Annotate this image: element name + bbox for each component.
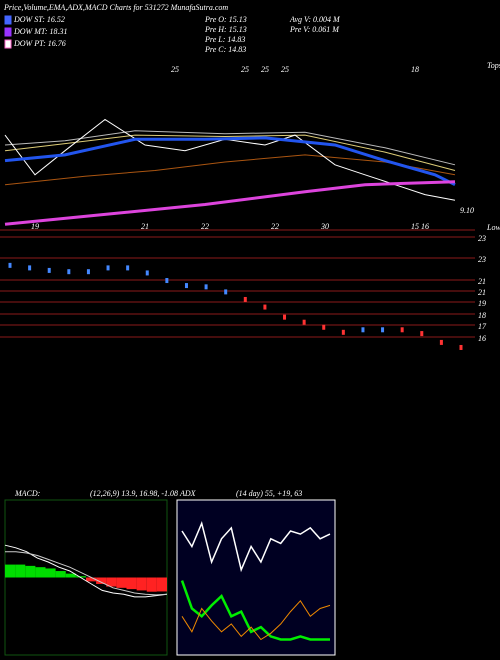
histogram-bar: [106, 577, 117, 587]
series-line: [5, 551, 168, 596]
candle: [361, 327, 365, 333]
x2-tick-label: 25: [281, 65, 289, 74]
histogram-bar: [35, 567, 46, 578]
page-title: Price,Volume,EMA,ADX,MACD Charts for 531…: [3, 3, 228, 12]
histogram-bar: [86, 577, 97, 582]
x2-tick-label: 25: [241, 65, 249, 74]
info-text: Pre V: 0.061 M: [289, 25, 340, 34]
series-line: [4, 544, 168, 598]
candle: [8, 262, 12, 268]
candle: [86, 269, 90, 275]
candle: [184, 283, 188, 289]
candle: [283, 314, 287, 320]
candle: [263, 304, 267, 310]
candle: [381, 327, 385, 333]
candle: [106, 265, 110, 271]
candle: [459, 344, 463, 350]
series-line: [4, 134, 456, 171]
candle: [28, 265, 32, 271]
level-label: 19: [478, 299, 486, 308]
info-text: Pre C: 14.83: [204, 45, 246, 54]
candle: [243, 296, 247, 302]
candle: [67, 269, 71, 275]
histogram-bar: [5, 564, 16, 578]
series-line: [4, 130, 456, 166]
level-label: 23: [478, 234, 486, 243]
series-line: [181, 520, 331, 573]
histogram-bar: [156, 577, 167, 592]
histogram-bar: [96, 577, 107, 584]
histogram-bar: [25, 565, 36, 578]
candle: [400, 327, 404, 333]
annotation: Lows: [486, 223, 500, 232]
legend-label: DOW ST: 16.52: [13, 15, 65, 24]
series-line: [180, 580, 330, 641]
x-tick-label: 30: [320, 222, 329, 231]
candle: [126, 265, 130, 271]
level-label: 21: [478, 288, 486, 297]
histogram-bar: [65, 573, 76, 578]
histogram-bar: [146, 577, 157, 592]
info-text: Pre H: 15.13: [204, 25, 247, 34]
candle: [322, 324, 326, 330]
candle: [165, 278, 169, 284]
legend-swatch: [4, 15, 12, 25]
candle: [47, 267, 51, 273]
candle: [439, 339, 443, 345]
annotation: Tops: [487, 61, 500, 70]
level-label: 23: [478, 255, 486, 264]
level-label: 17: [478, 322, 487, 331]
legend-swatch: [4, 39, 12, 49]
candle: [224, 289, 228, 295]
histogram-bar: [45, 568, 56, 578]
series-line: [181, 599, 331, 641]
panel-params: (12,26,9) 13.9, 16.98, -1.08: [90, 489, 178, 498]
x2-tick-label: 25: [171, 65, 179, 74]
info-text: Pre O: 15.13: [204, 15, 247, 24]
panel-params: (14 day) 55, +19, 63: [236, 489, 302, 498]
histogram-bar: [15, 564, 26, 578]
x-tick-label: 19: [31, 222, 39, 231]
candle: [420, 331, 424, 337]
info-text: Avg V: 0.004 M: [289, 15, 341, 24]
x-tick-label: 21: [141, 222, 149, 231]
series-line: [4, 180, 456, 226]
x-tick-label: 16: [421, 222, 429, 231]
histogram-bar: [55, 571, 66, 578]
x-tick-label: 22: [201, 222, 209, 231]
legend-swatch: [4, 27, 12, 37]
x-tick-label: 15: [411, 222, 419, 231]
x2-tick-label: 18: [411, 65, 419, 74]
annotation: 9.10: [460, 206, 474, 215]
x-tick-label: 22: [271, 222, 279, 231]
histogram-bar: [136, 577, 147, 591]
histogram-bar: [75, 576, 86, 578]
histogram-bar: [116, 577, 127, 588]
panel-label: MACD:: [14, 489, 41, 498]
candle: [302, 319, 306, 325]
candle: [204, 284, 208, 290]
level-label: 18: [478, 311, 486, 320]
candle: [341, 329, 345, 335]
series-line: [4, 136, 456, 187]
histogram-bar: [126, 577, 137, 590]
legend-label: DOW MT: 18.31: [13, 27, 68, 36]
legend-label: DOW PT: 16.76: [13, 39, 66, 48]
info-text: Pre L: 14.83: [204, 35, 245, 44]
level-label: 21: [478, 277, 486, 286]
adx-panel: [176, 499, 336, 656]
level-label: 16: [478, 334, 486, 343]
candle: [145, 270, 149, 276]
panel-label: ADX: [179, 489, 197, 498]
x2-tick-label: 25: [261, 65, 269, 74]
